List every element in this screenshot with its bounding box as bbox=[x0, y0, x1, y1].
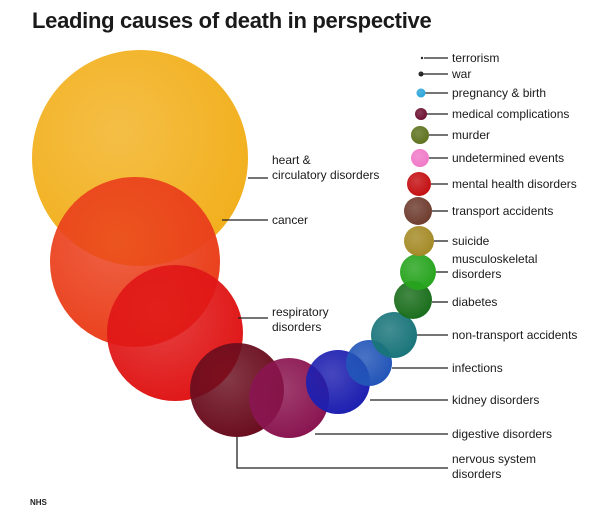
pregnancy-and-birth-bubble bbox=[416, 88, 426, 98]
kidney-disorders-label: kidney disorders bbox=[452, 393, 539, 407]
undetermined-events-bubble bbox=[411, 149, 429, 167]
musculoskeletal-disorders-bubble bbox=[400, 254, 436, 290]
medical-complications-bubble bbox=[415, 108, 427, 120]
heart-and-circulatory-disorders-label: heart & circulatory disorders bbox=[272, 153, 379, 182]
diabetes-bubble bbox=[394, 281, 432, 319]
transport-accidents-label: transport accidents bbox=[452, 204, 553, 218]
medical-complications-label: medical complications bbox=[452, 107, 569, 121]
war-bubble bbox=[418, 71, 424, 77]
nervous-system-disorders-leader-line bbox=[236, 437, 448, 469]
nervous-system-disorders-label: nervous system disorders bbox=[452, 452, 536, 481]
diabetes-label: diabetes bbox=[452, 295, 497, 309]
labels: heart & circulatory disorders cancer respir… bbox=[272, 51, 577, 481]
digestive-disorders-label: digestive disorders bbox=[452, 427, 552, 441]
cancer-label: cancer bbox=[272, 213, 308, 227]
infections-label: infections bbox=[452, 361, 503, 375]
page-title: Leading causes of death in perspective bbox=[32, 8, 432, 33]
war-label: war bbox=[451, 67, 471, 81]
transport-accidents-bubble bbox=[404, 197, 432, 225]
mental-health-disorders-label: mental health disorders bbox=[452, 177, 577, 191]
suicide-bubble bbox=[404, 226, 434, 256]
murder-bubble bbox=[411, 126, 429, 144]
terrorism-label: terrorism bbox=[452, 51, 499, 65]
pregnancy-and-birth-label: pregnancy & birth bbox=[452, 86, 546, 100]
bubbles bbox=[32, 50, 436, 438]
suicide-label: suicide bbox=[452, 234, 490, 248]
non-transport-accidents-bubble bbox=[371, 312, 417, 358]
mental-health-disorders-bubble bbox=[407, 172, 431, 196]
source-credit: NHS bbox=[30, 498, 47, 507]
musculoskeletal-disorders-label: musculoskeletal disorders bbox=[452, 252, 537, 281]
undetermined-events-label: undetermined events bbox=[452, 151, 564, 165]
murder-label: murder bbox=[452, 128, 490, 142]
respiratory-disorders-label: respiratory disorders bbox=[272, 305, 329, 334]
non-transport-accidents-label: non-transport accidents bbox=[452, 328, 577, 342]
leader-lines bbox=[222, 57, 448, 469]
terrorism-bubble bbox=[420, 56, 424, 60]
